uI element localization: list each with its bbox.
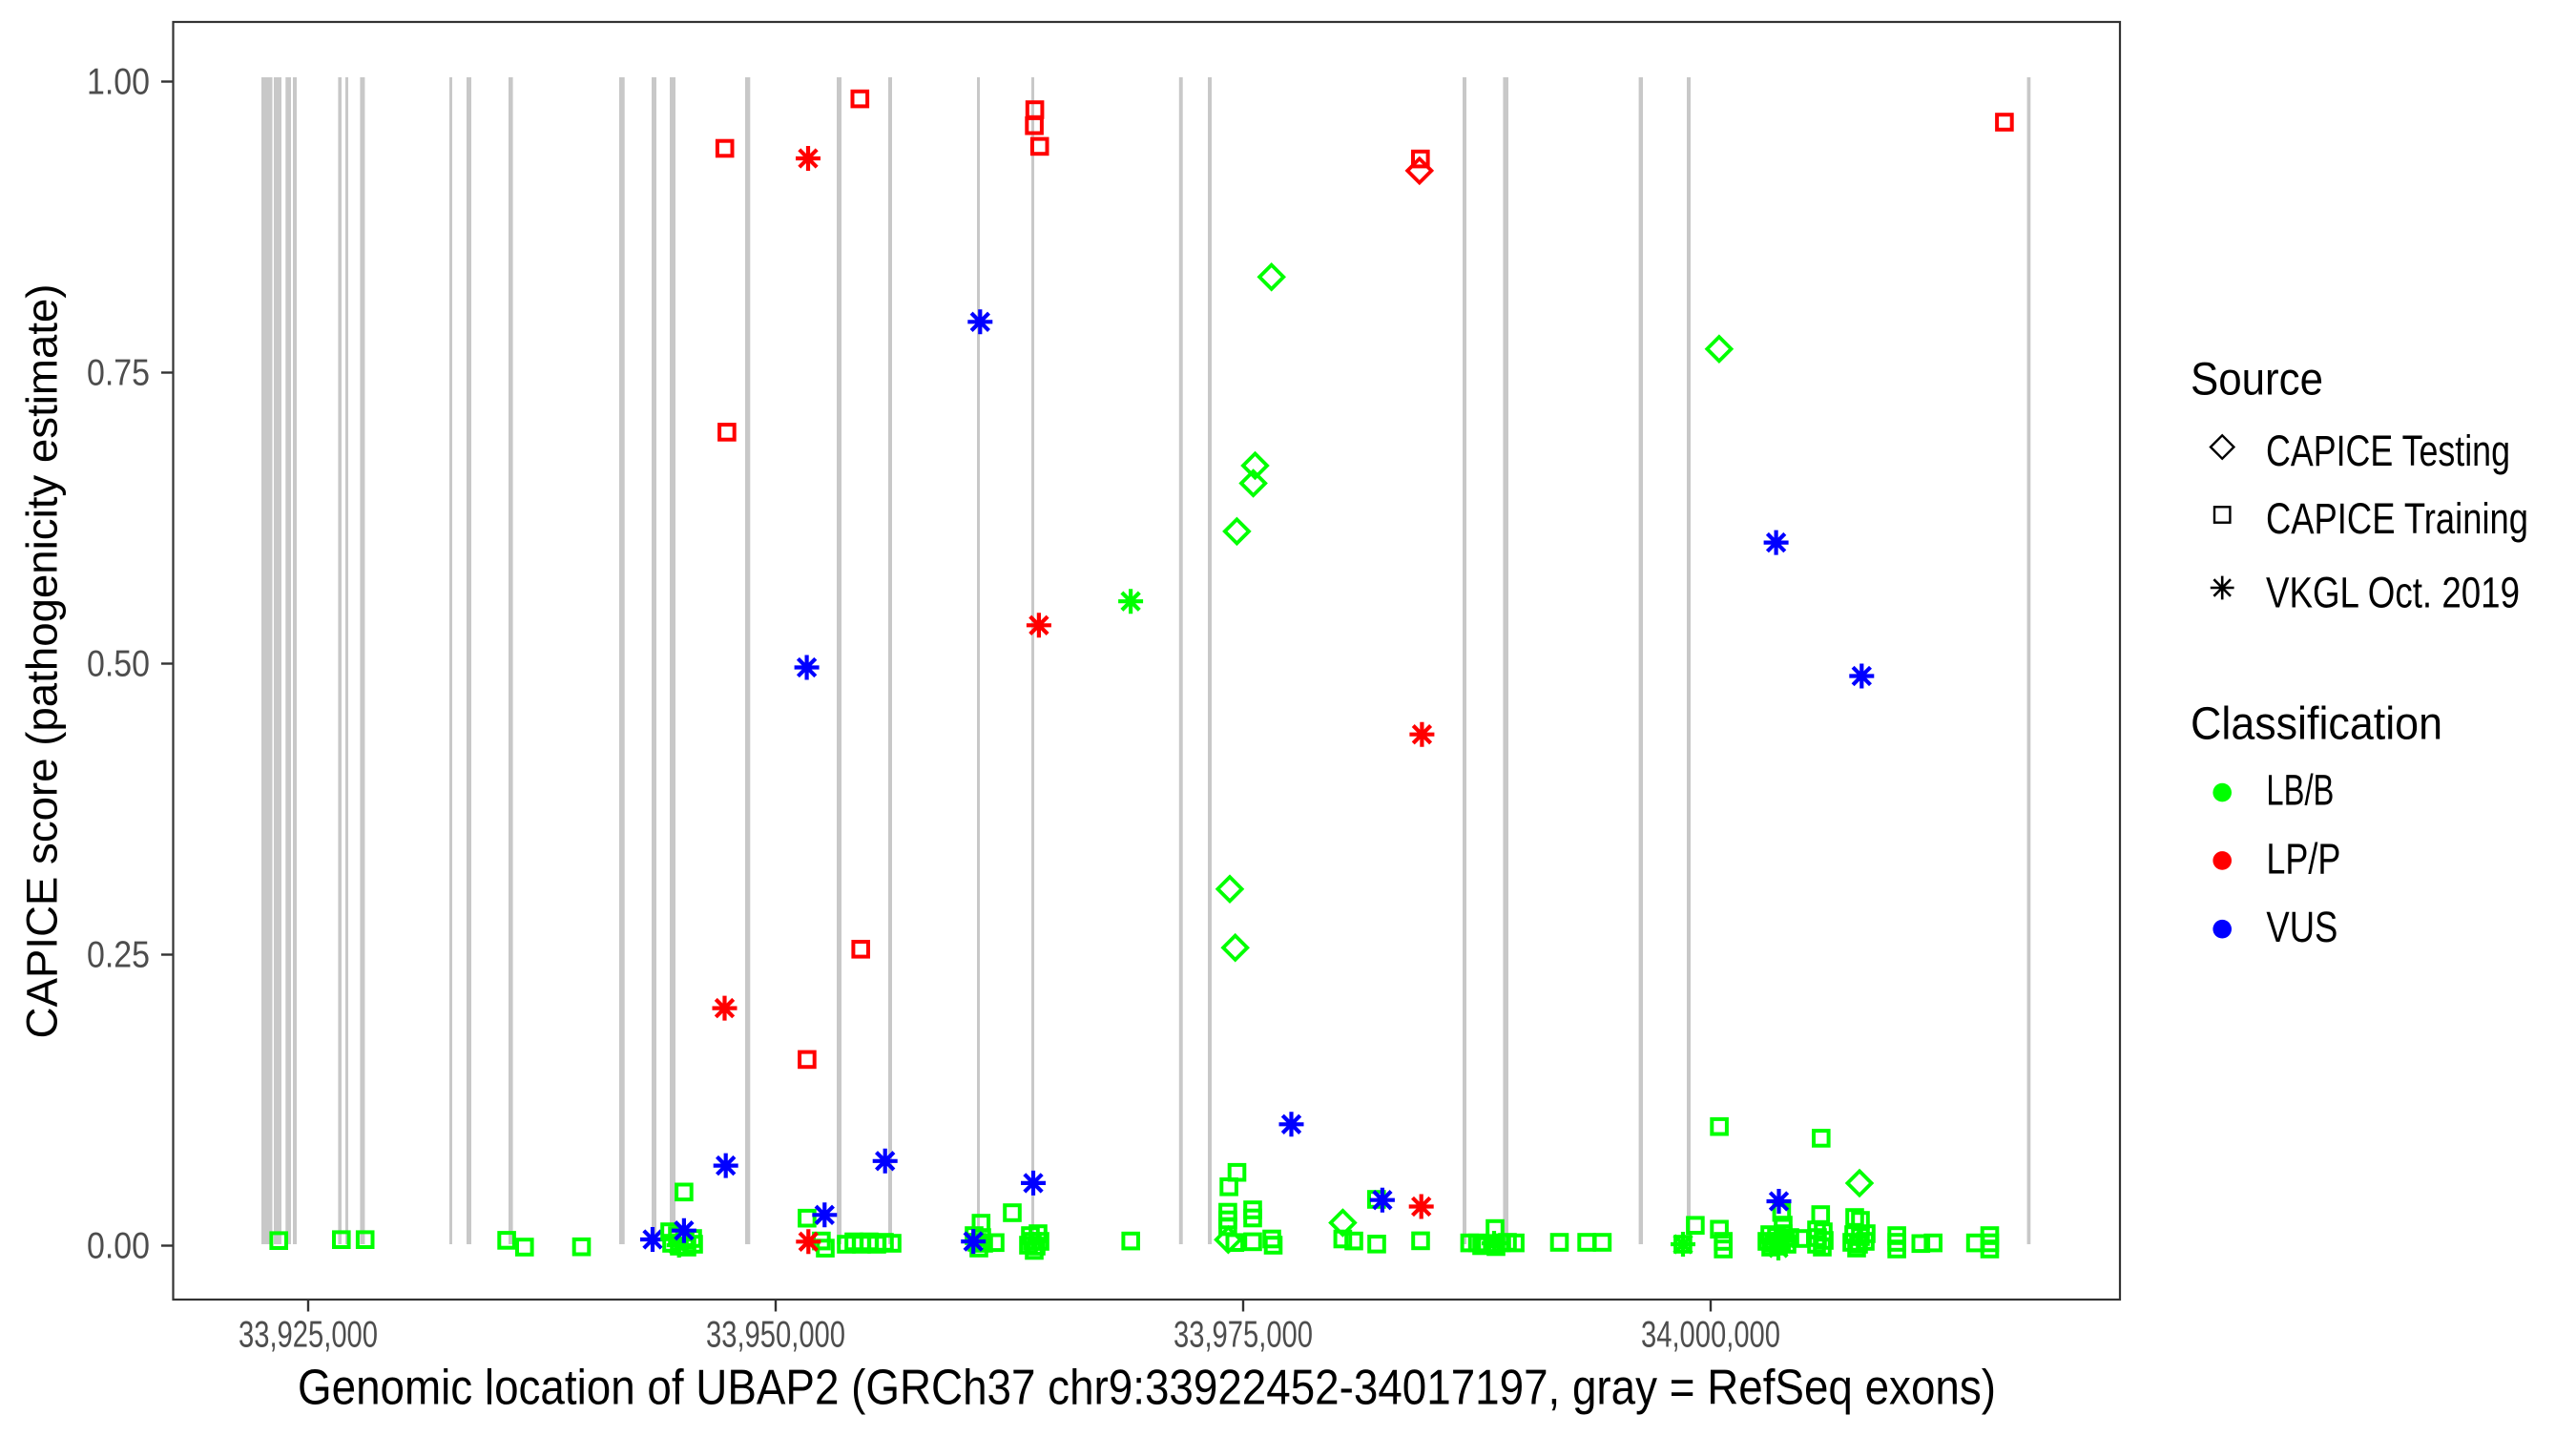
svg-text:0.50: 0.50 [87, 644, 150, 685]
svg-text:CAPICE Training: CAPICE Training [2266, 494, 2528, 543]
svg-text:1.00: 1.00 [87, 62, 150, 103]
svg-text:LP/P: LP/P [2266, 835, 2340, 884]
svg-text:33,950,000: 33,950,000 [706, 1315, 845, 1356]
svg-text:34,000,000: 34,000,000 [1641, 1315, 1780, 1356]
svg-text:VUS: VUS [2266, 903, 2337, 951]
svg-text:Genomic location of UBAP2 (GRC: Genomic location of UBAP2 (GRCh37 chr9:3… [298, 1361, 1996, 1416]
svg-text:CAPICE Testing: CAPICE Testing [2266, 427, 2510, 475]
svg-text:Source: Source [2191, 355, 2323, 406]
svg-text:CAPICE score (pathogenicity es: CAPICE score (pathogenicity estimate) [18, 284, 67, 1039]
svg-text:VKGL Oct. 2019: VKGL Oct. 2019 [2266, 569, 2520, 617]
svg-text:33,975,000: 33,975,000 [1174, 1315, 1313, 1356]
svg-text:0.00: 0.00 [87, 1226, 150, 1267]
svg-text:LB/B: LB/B [2266, 766, 2334, 815]
svg-text:Classification: Classification [2191, 699, 2442, 750]
svg-text:0.25: 0.25 [87, 935, 150, 976]
svg-text:33,925,000: 33,925,000 [239, 1315, 378, 1356]
svg-text:0.75: 0.75 [87, 353, 150, 394]
